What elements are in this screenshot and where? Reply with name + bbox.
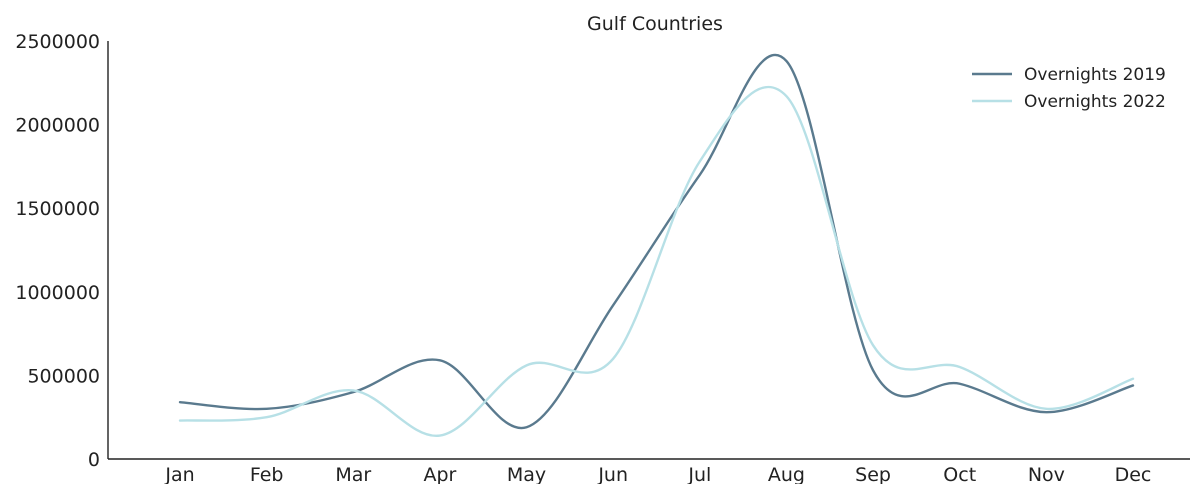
legend-label: Overnights 2019	[1024, 65, 1166, 85]
x-tick-label: Aug	[768, 464, 805, 484]
x-tick-label: Jun	[597, 464, 628, 484]
series-layer	[178, 53, 1135, 437]
x-tick-label: Dec	[1115, 464, 1152, 484]
legend: Overnights 2019 Overnights 2022	[972, 65, 1166, 112]
x-tick-label: May	[507, 464, 546, 484]
x-tick-label: Nov	[1028, 464, 1065, 484]
x-tick-label: Sep	[855, 464, 891, 484]
y-tick-label: 1500000	[15, 198, 100, 220]
y-tick-label: 1000000	[15, 282, 100, 304]
x-tick-label: Mar	[335, 464, 371, 484]
y-tick-label: 500000	[27, 365, 100, 387]
axes: 0 500000 1000000 1500000 2000000 2500000 Jan Fe…	[15, 31, 1190, 484]
x-tick-label: Feb	[250, 464, 284, 484]
y-tick-label: 0	[88, 449, 100, 471]
x-tick-label: Apr	[423, 464, 456, 484]
x-tick-label: Oct	[943, 464, 976, 484]
chart-title: Gulf Countries	[587, 13, 723, 35]
y-tick-label: 2000000	[15, 115, 100, 137]
x-tick-label: Jul	[687, 464, 711, 484]
series-line-2	[178, 85, 1135, 437]
series-line-1	[178, 53, 1135, 430]
x-tick-label: Jan	[164, 464, 194, 484]
legend-label: Overnights 2022	[1024, 92, 1166, 112]
y-tick-label: 2500000	[15, 31, 100, 53]
